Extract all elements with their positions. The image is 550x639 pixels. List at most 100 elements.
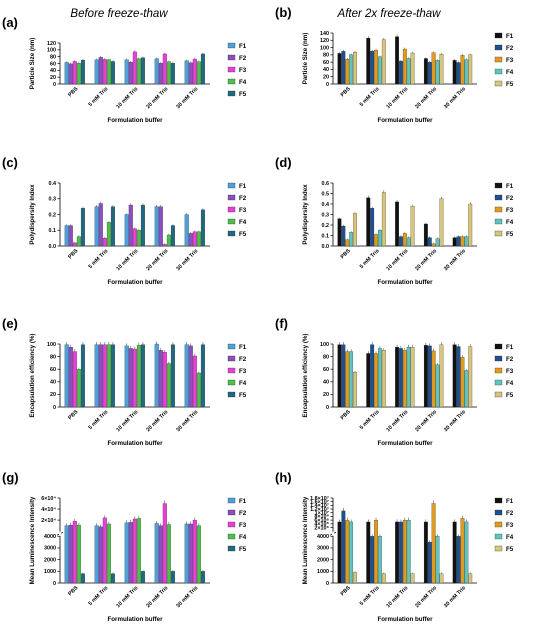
bar-f3-0	[72, 242, 77, 247]
x-axis-label: Formulation buffer	[108, 440, 164, 447]
bar-f3-3	[431, 503, 436, 584]
bar-f4-2	[136, 345, 141, 408]
legend-label-f3: F3	[506, 57, 514, 64]
legend-swatch-f2	[494, 194, 503, 201]
y-tick-label: 1.2×10⁷	[310, 507, 329, 513]
category-label: 20 mM Tris	[414, 86, 438, 110]
legend-label-f5: F5	[239, 91, 247, 98]
category-label: 10 mM Tris	[115, 86, 139, 110]
legend-swatch-f5	[494, 391, 503, 398]
category-label: 20 mM Tris	[414, 248, 438, 272]
legend-label-f3: F3	[239, 368, 247, 375]
panel-title: After 2x freeze-thaw	[337, 8, 442, 20]
y-tick-label: 80	[50, 54, 56, 60]
bar-f1-2	[124, 59, 129, 85]
bar-f4-1	[378, 230, 382, 247]
bar-f4-0	[76, 524, 81, 584]
bar-f5-3	[439, 198, 444, 247]
bar-f1-2	[124, 345, 129, 408]
bar-f4-2	[136, 58, 141, 85]
bar-f5-1	[381, 350, 386, 408]
legend-label-f4: F4	[239, 79, 247, 86]
bar-f4-2	[406, 237, 411, 247]
bar-f4-0	[349, 351, 354, 408]
y-tick-label: 0.4	[49, 181, 57, 187]
bar-f3-3	[162, 53, 167, 85]
legend-swatch-f5	[227, 391, 236, 398]
bar-f1-1	[94, 344, 99, 408]
y-tick-label: 0.0	[49, 244, 57, 250]
bar-f3-4	[192, 355, 197, 408]
bar-f1-2	[124, 214, 129, 247]
legend-swatch-f2	[494, 44, 503, 51]
y-tick-label: 100	[47, 48, 56, 54]
legend-label-f3: F3	[239, 67, 247, 74]
legend-label-f3: F3	[506, 522, 514, 529]
y-tick-label: 20	[323, 392, 329, 398]
bar-f5-1	[110, 61, 115, 85]
y-tick-label: 0.3	[49, 197, 57, 203]
bar-f2-3	[158, 206, 163, 247]
category-label: PBS	[67, 585, 79, 597]
bar-f5-2	[410, 205, 415, 247]
category-label: 10 mM Tris	[115, 409, 139, 433]
bar-f3-1	[102, 59, 107, 85]
bar-f1-4	[184, 60, 189, 85]
bar-f5-4	[200, 344, 205, 408]
bar-f1-3	[154, 523, 159, 584]
panel-title: Before freeze-thaw	[70, 8, 168, 20]
category-label: 10 mM Tris	[115, 248, 139, 272]
bar-f1-0	[64, 344, 69, 408]
bar-f3-2	[402, 233, 407, 247]
x-axis-label: Formulation buffer	[378, 616, 434, 623]
legend-swatch-f4	[227, 78, 236, 85]
bar-f4-3	[435, 536, 440, 584]
legend-label-f5: F5	[506, 392, 514, 399]
bar-f2-0	[68, 225, 73, 247]
bar-f4-4	[196, 61, 201, 85]
y-tick-label: 1000	[44, 569, 56, 575]
y-tick-label: 20	[50, 392, 56, 398]
category-label: 5 mM Tris	[359, 86, 381, 108]
legend-label-f1: F1	[239, 43, 247, 50]
bar-f4-0	[76, 63, 81, 85]
bar-f1-1	[366, 197, 371, 247]
legend-swatch-f5	[227, 545, 236, 552]
bar-f2-0	[68, 524, 73, 584]
legend-label-f3: F3	[506, 207, 514, 214]
bar-f3-1	[102, 344, 107, 408]
bar-f3-2	[402, 350, 407, 408]
bar-f4-4	[196, 231, 201, 247]
bar-f3-4	[460, 55, 465, 85]
bar-f2-3	[427, 345, 432, 408]
category-label: 30 mM Tris	[175, 248, 199, 272]
category-label: PBS	[340, 585, 352, 597]
y-axis-label: Particle Size (nm)	[29, 38, 36, 90]
chart-panel-a: (a) Before freeze-thaw Particle Size (nm) F…	[2, 8, 247, 124]
legend-label-f3: F3	[239, 522, 247, 529]
bar-f5-1	[110, 573, 115, 584]
legend-label-f2: F2	[506, 510, 514, 517]
y-tick-label: 4×10⁴	[41, 507, 56, 513]
bar-f3-0	[345, 351, 350, 408]
category-label: 20 mM Tris	[414, 585, 438, 609]
category-label: 5 mM Tris	[359, 248, 381, 270]
category-label: 30 mM Tris	[443, 248, 467, 272]
y-tick-label: 80	[323, 53, 329, 59]
legend-label-f4: F4	[506, 69, 514, 76]
legend-label-f1: F1	[239, 344, 247, 351]
panel-label: (a)	[2, 15, 18, 30]
y-tick-label: 0.2	[49, 212, 57, 218]
bar-f3-0	[345, 239, 350, 247]
bar-f4-1	[106, 344, 111, 408]
legend-swatch-f4	[494, 379, 503, 386]
chart-panel-d: (d) Polydispersity Index Formulation buffe…	[275, 155, 514, 286]
x-axis-label: Formulation buffer	[378, 440, 434, 447]
y-tick-label: 1000	[317, 569, 329, 575]
bar-f1-0	[64, 225, 69, 247]
bar-f2-2	[128, 348, 133, 408]
bar-f4-4	[196, 525, 201, 584]
bar-f5-3	[439, 54, 444, 85]
legend-label-f2: F2	[506, 356, 514, 363]
